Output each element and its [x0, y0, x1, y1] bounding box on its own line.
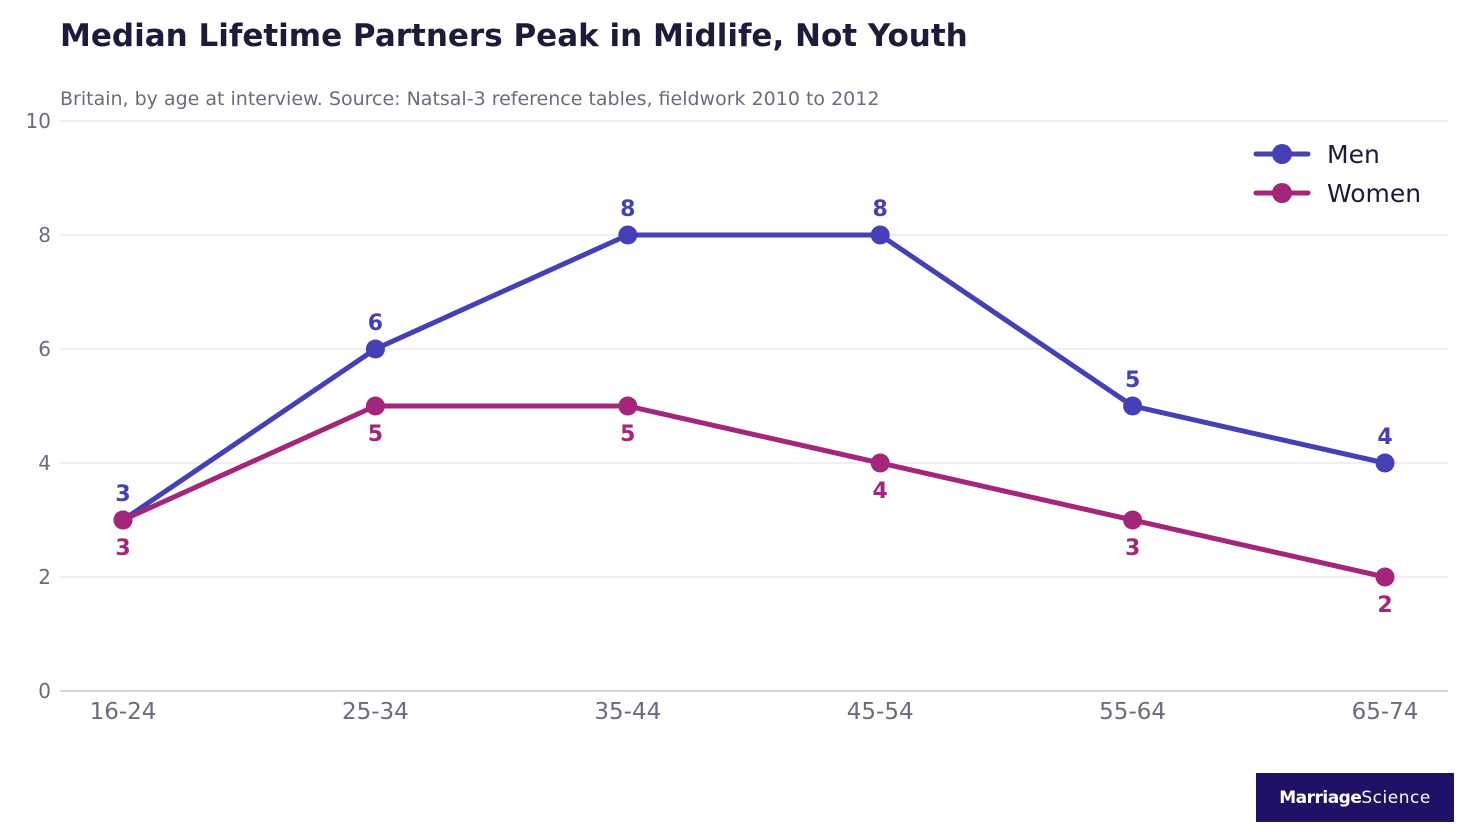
data-label-women: 5 [620, 422, 635, 447]
data-label-women: 3 [115, 536, 130, 561]
data-point-women [618, 396, 638, 416]
data-label-men: 8 [873, 197, 888, 222]
legend-label: Men [1327, 140, 1380, 169]
series-line-men [120, 232, 1388, 523]
x-tick-label: 35-44 [594, 699, 661, 725]
chart-subtitle: Britain, by age at interview. Source: Na… [60, 88, 880, 110]
data-label-men: 6 [368, 311, 383, 336]
brand-logo: Marriage Science [1256, 773, 1454, 822]
data-point-women [1123, 510, 1143, 530]
x-axis-ticks: 16-24 25-34 35-44 45-54 55-64 65-74 [90, 699, 1419, 725]
data-labels: 3 6 8 8 5 4 3 5 5 4 3 2 [115, 197, 1392, 618]
y-tick-label: 10 [26, 109, 51, 133]
y-tick-label: 4 [38, 451, 51, 475]
y-tick-label: 6 [38, 337, 51, 361]
x-tick-label: 45-54 [847, 699, 914, 725]
x-tick-label: 16-24 [90, 699, 157, 725]
y-axis-ticks: 0 2 4 6 8 10 [26, 109, 51, 703]
x-tick-label: 55-64 [1099, 699, 1166, 725]
data-point-men [1123, 396, 1143, 416]
data-point-women [365, 396, 385, 416]
legend-label: Women [1327, 179, 1421, 208]
y-tick-label: 2 [38, 565, 51, 589]
y-tick-label: 0 [38, 679, 51, 703]
x-tick-label: 65-74 [1352, 699, 1419, 725]
data-label-men: 8 [620, 197, 635, 222]
data-point-men [365, 339, 385, 359]
chart-title: Median Lifetime Partners Peak in Midlife… [60, 18, 968, 54]
legend-item-women: Women [1253, 179, 1421, 208]
data-label-men: 5 [1125, 368, 1140, 393]
x-tick-label: 25-34 [342, 699, 409, 725]
data-point-women [1375, 567, 1395, 587]
legend-swatch-marker [1272, 183, 1292, 203]
brand-logo-light-text: Science [1361, 787, 1431, 808]
y-tick-label: 8 [38, 223, 51, 247]
brand-logo-bold-text: Marriage [1279, 787, 1362, 808]
data-point-women [870, 453, 890, 473]
series-line-women [120, 403, 1388, 580]
data-label-women: 3 [1125, 536, 1140, 561]
data-point-women [113, 510, 133, 530]
data-point-men [1375, 453, 1395, 473]
data-point-men [618, 225, 638, 245]
legend-item-men: Men [1253, 140, 1380, 169]
data-label-women: 4 [873, 479, 888, 504]
data-label-men: 3 [115, 482, 130, 507]
legend: Men Women [1253, 140, 1421, 208]
data-label-men: 4 [1377, 425, 1392, 450]
data-label-women: 2 [1377, 593, 1392, 618]
legend-swatch-marker [1272, 144, 1292, 164]
data-label-women: 5 [368, 422, 383, 447]
data-point-men [870, 225, 890, 245]
series-lines [113, 225, 1395, 587]
gridlines [60, 120, 1448, 692]
